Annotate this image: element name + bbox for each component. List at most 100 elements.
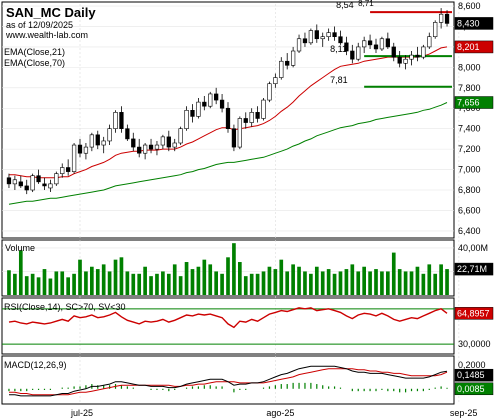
candle (71, 142, 77, 174)
volume-bar (202, 259, 207, 295)
macd-hist-bar (14, 388, 16, 392)
volume-bar (119, 257, 124, 295)
volume-bar (137, 273, 142, 295)
candle-body (373, 44, 379, 50)
candle-body (237, 118, 242, 148)
candle (54, 171, 59, 186)
candle (42, 177, 47, 191)
volume-bar (303, 271, 307, 295)
candle (196, 98, 201, 119)
macd-hist-bar (197, 386, 199, 389)
candle (302, 32, 308, 47)
candle (208, 91, 213, 109)
candle-body (409, 54, 414, 60)
candle-body (12, 179, 18, 185)
macd-hist-bar (333, 386, 336, 389)
volume-bar (374, 269, 378, 295)
candle-body (285, 60, 290, 66)
ema21-tag: 8,201 (454, 40, 494, 54)
volume-bar (95, 269, 100, 295)
volume-bar (362, 266, 366, 295)
candle-body (350, 50, 355, 60)
candle-body (273, 77, 278, 85)
candle (225, 102, 231, 133)
volume-bar (391, 252, 396, 295)
volume-bar (161, 271, 165, 295)
volume-bar (214, 271, 218, 295)
candle (60, 163, 65, 178)
candle (172, 138, 177, 152)
candle-body (77, 144, 83, 154)
macd-hist-bar (387, 388, 389, 392)
price-ytick-label: 6,400 (458, 226, 481, 236)
candle (296, 34, 302, 54)
candle-body (225, 107, 231, 129)
candle-body (6, 177, 12, 185)
candle (391, 42, 396, 62)
price-ytick-label: 7,400 (458, 124, 481, 134)
candle (397, 51, 402, 68)
candle-body (433, 22, 438, 38)
candle (279, 57, 284, 80)
macd-line (9, 365, 448, 397)
volume-bar (48, 278, 53, 295)
candle (77, 138, 83, 158)
macd-hist-bar (126, 386, 128, 389)
candle (261, 98, 266, 121)
candle-body (362, 40, 367, 48)
candle-body (107, 128, 112, 142)
chart-site: www.wealth-lab.com (5, 30, 88, 40)
candle-body (178, 128, 183, 144)
volume-bar (178, 276, 183, 295)
macd-hist-bar (268, 386, 271, 389)
candle (444, 10, 450, 27)
volume-bar (149, 276, 153, 295)
candle-body (438, 13, 444, 23)
macd-hist-bar (120, 385, 123, 389)
macd-hist-bar (43, 388, 46, 390)
candle (12, 175, 18, 191)
candle (113, 110, 118, 133)
candle (255, 106, 260, 123)
candle (231, 124, 237, 152)
candle (362, 36, 367, 54)
candle-body (196, 101, 201, 117)
volume-bar (421, 273, 426, 295)
volume-bar (36, 277, 41, 295)
candle-body (18, 181, 23, 187)
candle (243, 112, 248, 129)
candle-body (320, 36, 325, 40)
candle-body (403, 58, 408, 64)
macd-hist-bar (209, 385, 211, 389)
ema21-legend: EMA(Close,21) (4, 47, 65, 57)
volume-title: Volume (5, 243, 35, 253)
macd-hist-bar (292, 382, 294, 389)
volume-bar (131, 273, 136, 295)
candle (356, 42, 361, 62)
level-label: 8,54 (336, 0, 354, 10)
volume-bar (113, 259, 118, 295)
macd-hist-bar (316, 384, 318, 389)
candle (125, 124, 130, 141)
volume-bar (309, 273, 313, 295)
volume-last-tag: 22,71M (454, 262, 494, 276)
macd-hist-bar (185, 387, 188, 389)
macd-hist-bar (132, 387, 134, 389)
candle-body (89, 134, 94, 148)
candle (142, 142, 148, 160)
candle-body (208, 93, 213, 107)
chart-date: as of 12/09/2025 (6, 20, 73, 30)
volume-bar (101, 264, 106, 295)
macd-last-tag: 0,1485 (454, 368, 494, 382)
price-ytick-label: 7,800 (458, 83, 481, 93)
macd-hist-bar (174, 388, 176, 390)
candle (178, 126, 183, 146)
macd-hist-bar (37, 388, 40, 390)
volume-bar (78, 259, 82, 295)
candle (202, 95, 207, 111)
volume-ytick-label: 40,00M (458, 243, 488, 253)
macd-hist-bar (109, 385, 111, 389)
macd-hist-bar (49, 388, 51, 390)
candle-body (397, 56, 402, 64)
volume-bar (13, 273, 17, 295)
